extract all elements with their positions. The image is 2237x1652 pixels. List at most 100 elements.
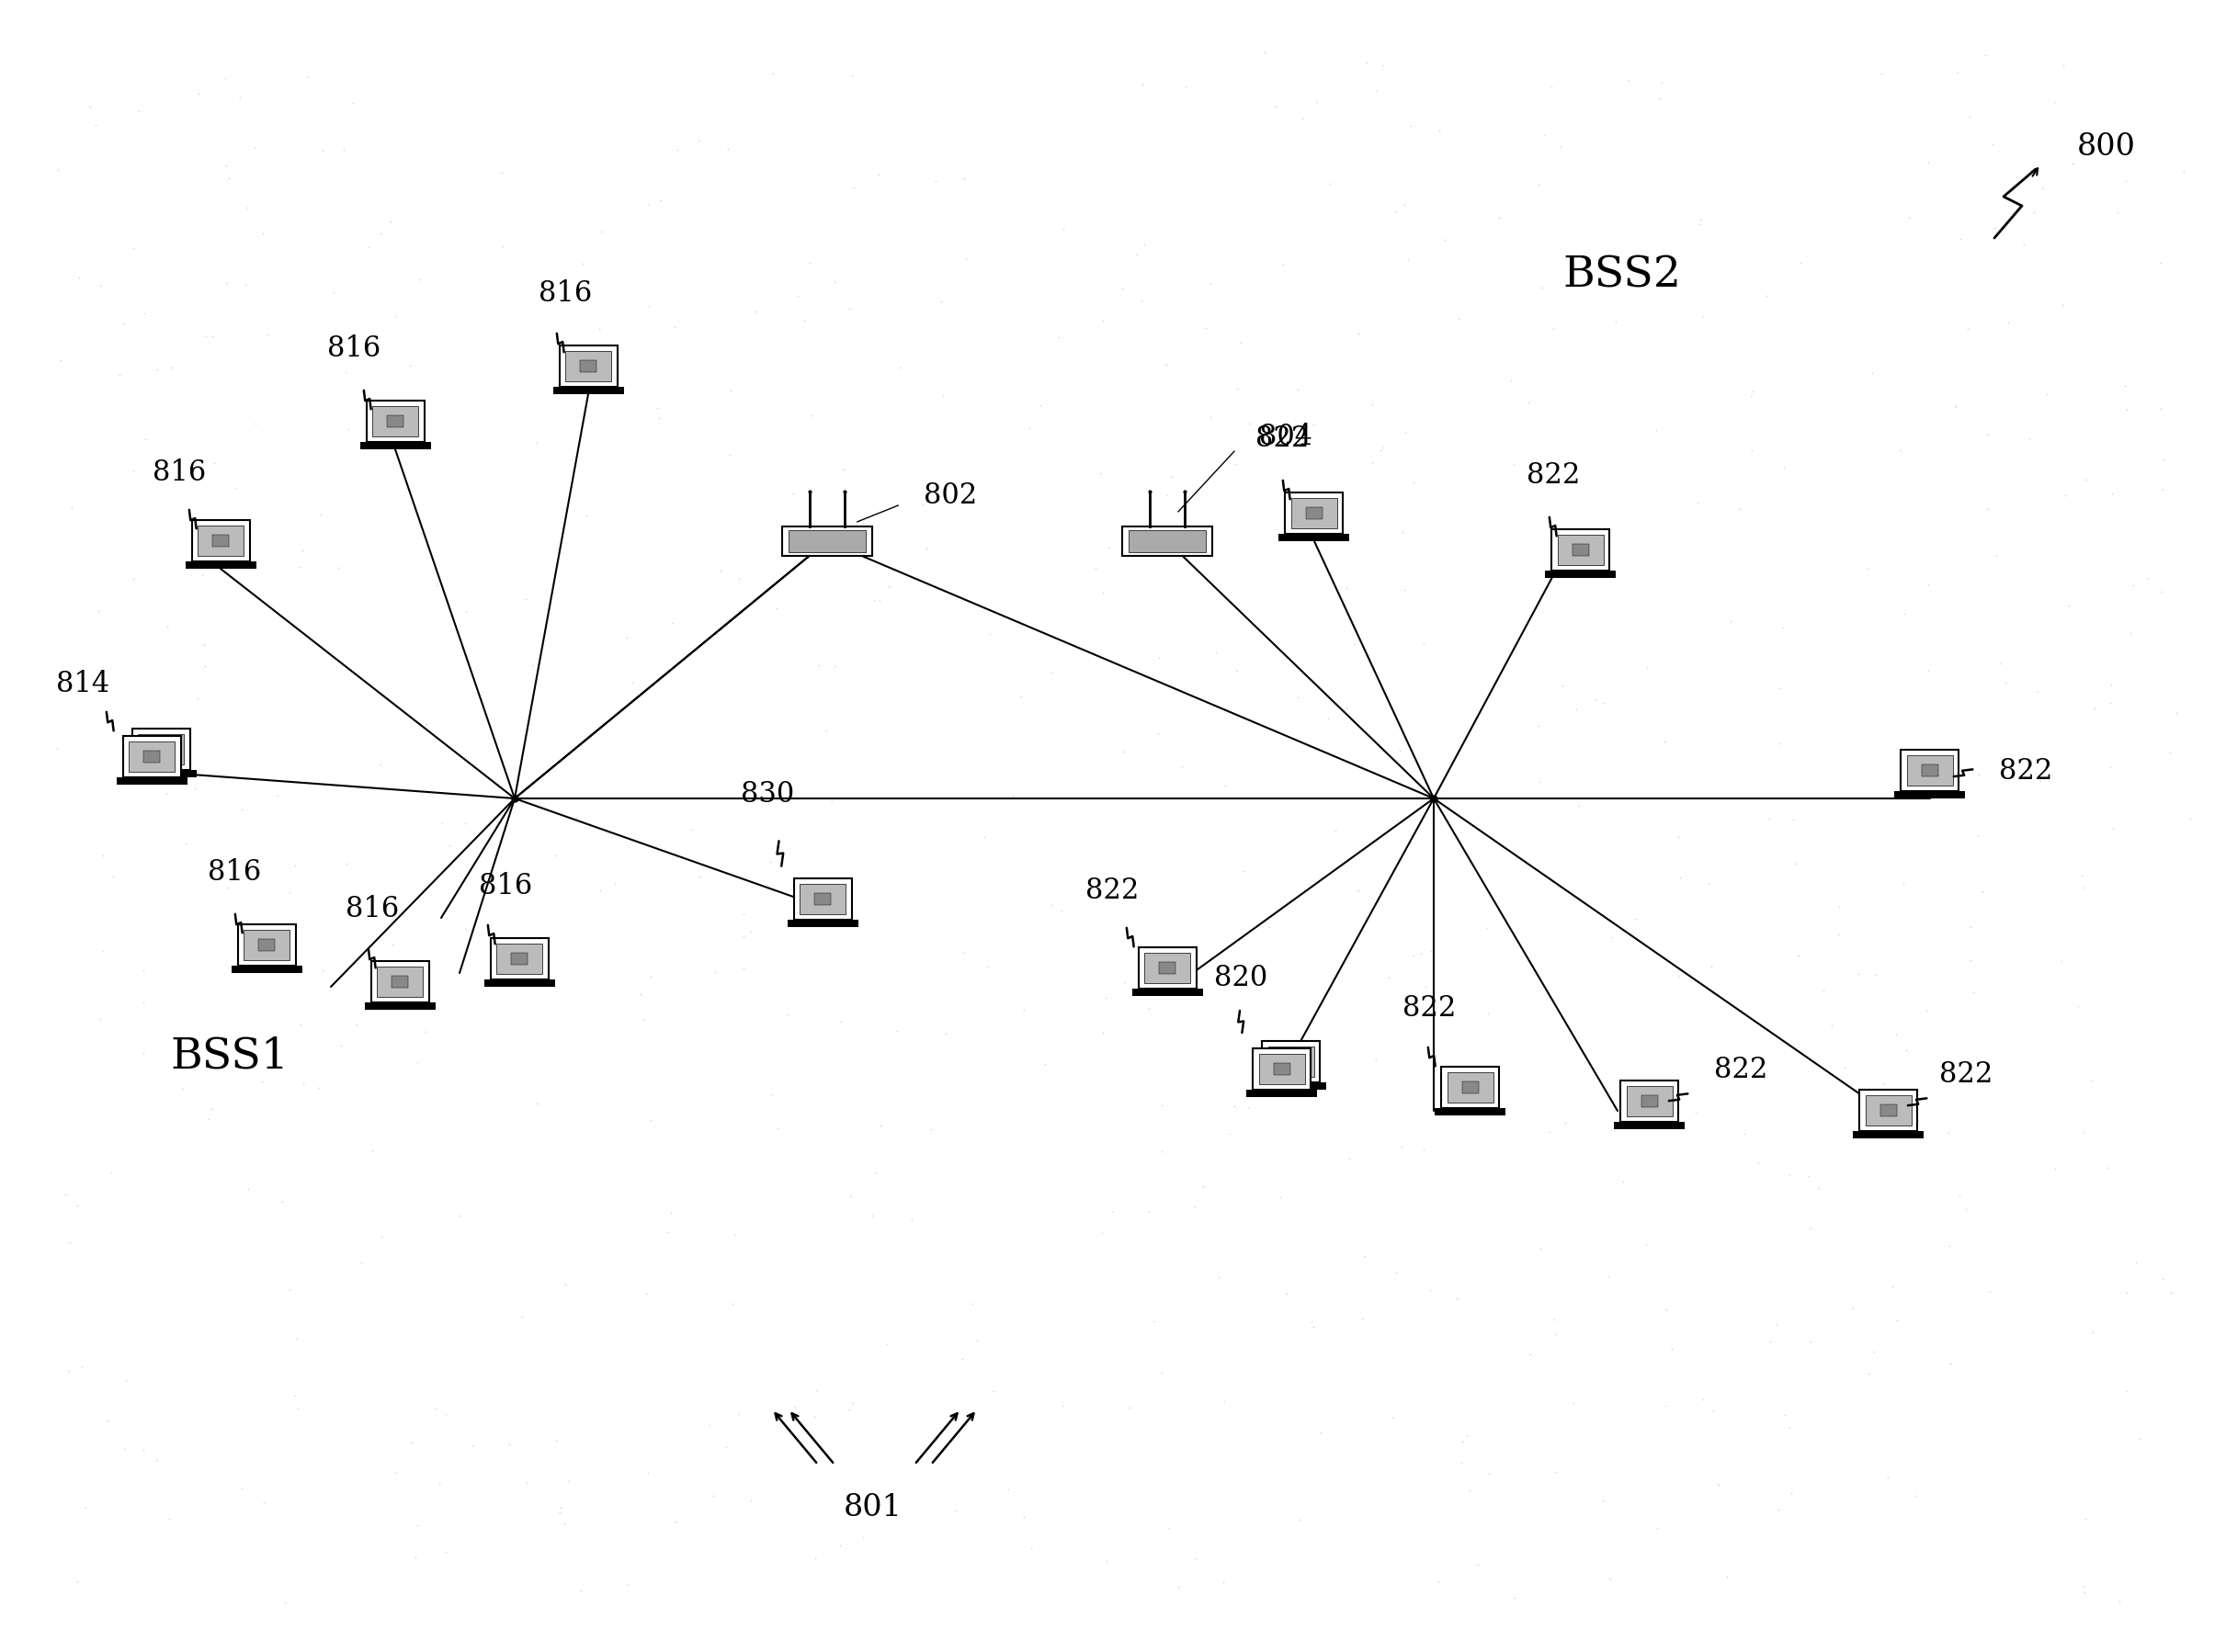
Point: [1262, 1184, 1297, 1211]
Point: [1736, 378, 1772, 405]
Point: [1295, 411, 1331, 438]
Point: [1085, 307, 1121, 334]
Point: [1112, 1394, 1148, 1421]
Bar: [197, 527, 244, 557]
Point: [1879, 1307, 1915, 1333]
Point: [1150, 482, 1186, 509]
Point: [799, 1378, 834, 1404]
Point: [1387, 986, 1423, 1013]
Point: [1523, 274, 1559, 301]
Point: [1163, 753, 1199, 780]
Point: [517, 928, 553, 955]
Point: [425, 811, 461, 838]
Point: [1293, 1308, 1329, 1335]
Point: [917, 169, 953, 195]
Point: [1154, 464, 1190, 491]
Bar: [787, 920, 859, 927]
Point: [2152, 1280, 2188, 1307]
Point: [796, 1545, 832, 1571]
Point: [320, 555, 356, 582]
Point: [770, 1001, 805, 1028]
Point: [991, 1477, 1027, 1503]
Bar: [376, 966, 423, 998]
Point: [2143, 396, 2179, 423]
Bar: [186, 562, 255, 570]
Point: [1544, 135, 1579, 162]
Bar: [1901, 750, 1960, 791]
Point: [217, 476, 253, 502]
Point: [2038, 1156, 2074, 1183]
Point: [1649, 1393, 1684, 1419]
Point: [152, 1507, 188, 1533]
Point: [125, 958, 161, 985]
Point: [855, 1203, 890, 1229]
Bar: [125, 771, 197, 778]
Point: [584, 220, 620, 246]
Point: [128, 426, 163, 453]
Point: [1948, 1061, 1984, 1087]
Bar: [1852, 1132, 1924, 1138]
Point: [1897, 1483, 1933, 1510]
Point: [2036, 89, 2071, 116]
Point: [633, 963, 669, 990]
Point: [376, 304, 412, 330]
Point: [1089, 535, 1125, 562]
Point: [1544, 672, 1579, 699]
Point: [447, 917, 483, 943]
Point: [727, 955, 763, 981]
Point: [2067, 1574, 2103, 1601]
Point: [2145, 448, 2181, 474]
Point: [1396, 469, 1432, 496]
Point: [2067, 1579, 2103, 1606]
Point: [1740, 1150, 1776, 1176]
Point: [327, 360, 362, 387]
Point: [1931, 1234, 1966, 1260]
Point: [1226, 857, 1262, 884]
Point: [946, 940, 982, 966]
Point: [1103, 276, 1139, 302]
Point: [1280, 684, 1315, 710]
Point: [1353, 449, 1389, 476]
Point: [1168, 74, 1204, 101]
Bar: [497, 943, 541, 975]
Bar: [799, 884, 846, 915]
Point: [1982, 651, 2018, 677]
Point: [1385, 519, 1420, 545]
Point: [2047, 482, 2083, 509]
Point: [658, 314, 693, 340]
Point: [537, 843, 573, 869]
Point: [642, 405, 678, 431]
Point: [1132, 1199, 1168, 1226]
Bar: [139, 735, 183, 765]
Point: [2067, 1505, 2103, 1531]
Point: [995, 783, 1031, 809]
Point: [63, 1353, 98, 1379]
Point: [1752, 806, 1787, 833]
Bar: [1436, 1108, 1506, 1115]
Point: [510, 1469, 546, 1495]
Point: [1774, 1480, 1810, 1507]
Point: [1358, 78, 1394, 104]
Point: [259, 783, 295, 809]
Point: [1684, 1386, 1720, 1412]
Point: [271, 1277, 306, 1303]
Point: [1535, 74, 1570, 101]
Point: [210, 874, 246, 900]
Point: [378, 1459, 414, 1485]
Point: [1910, 572, 1946, 598]
Bar: [371, 961, 430, 1003]
Point: [1130, 995, 1165, 1021]
Point: [1834, 1295, 1870, 1322]
Point: [1866, 1070, 1901, 1097]
Point: [1637, 416, 1673, 443]
Point: [1378, 198, 1414, 225]
Point: [1192, 405, 1228, 431]
Point: [1284, 106, 1320, 132]
Point: [331, 416, 367, 443]
Point: [1955, 980, 1991, 1006]
Point: [2101, 1588, 2136, 1614]
Point: [631, 1460, 667, 1487]
Point: [1548, 1110, 1584, 1137]
Point: [407, 1019, 443, 1046]
Point: [1644, 71, 1680, 97]
